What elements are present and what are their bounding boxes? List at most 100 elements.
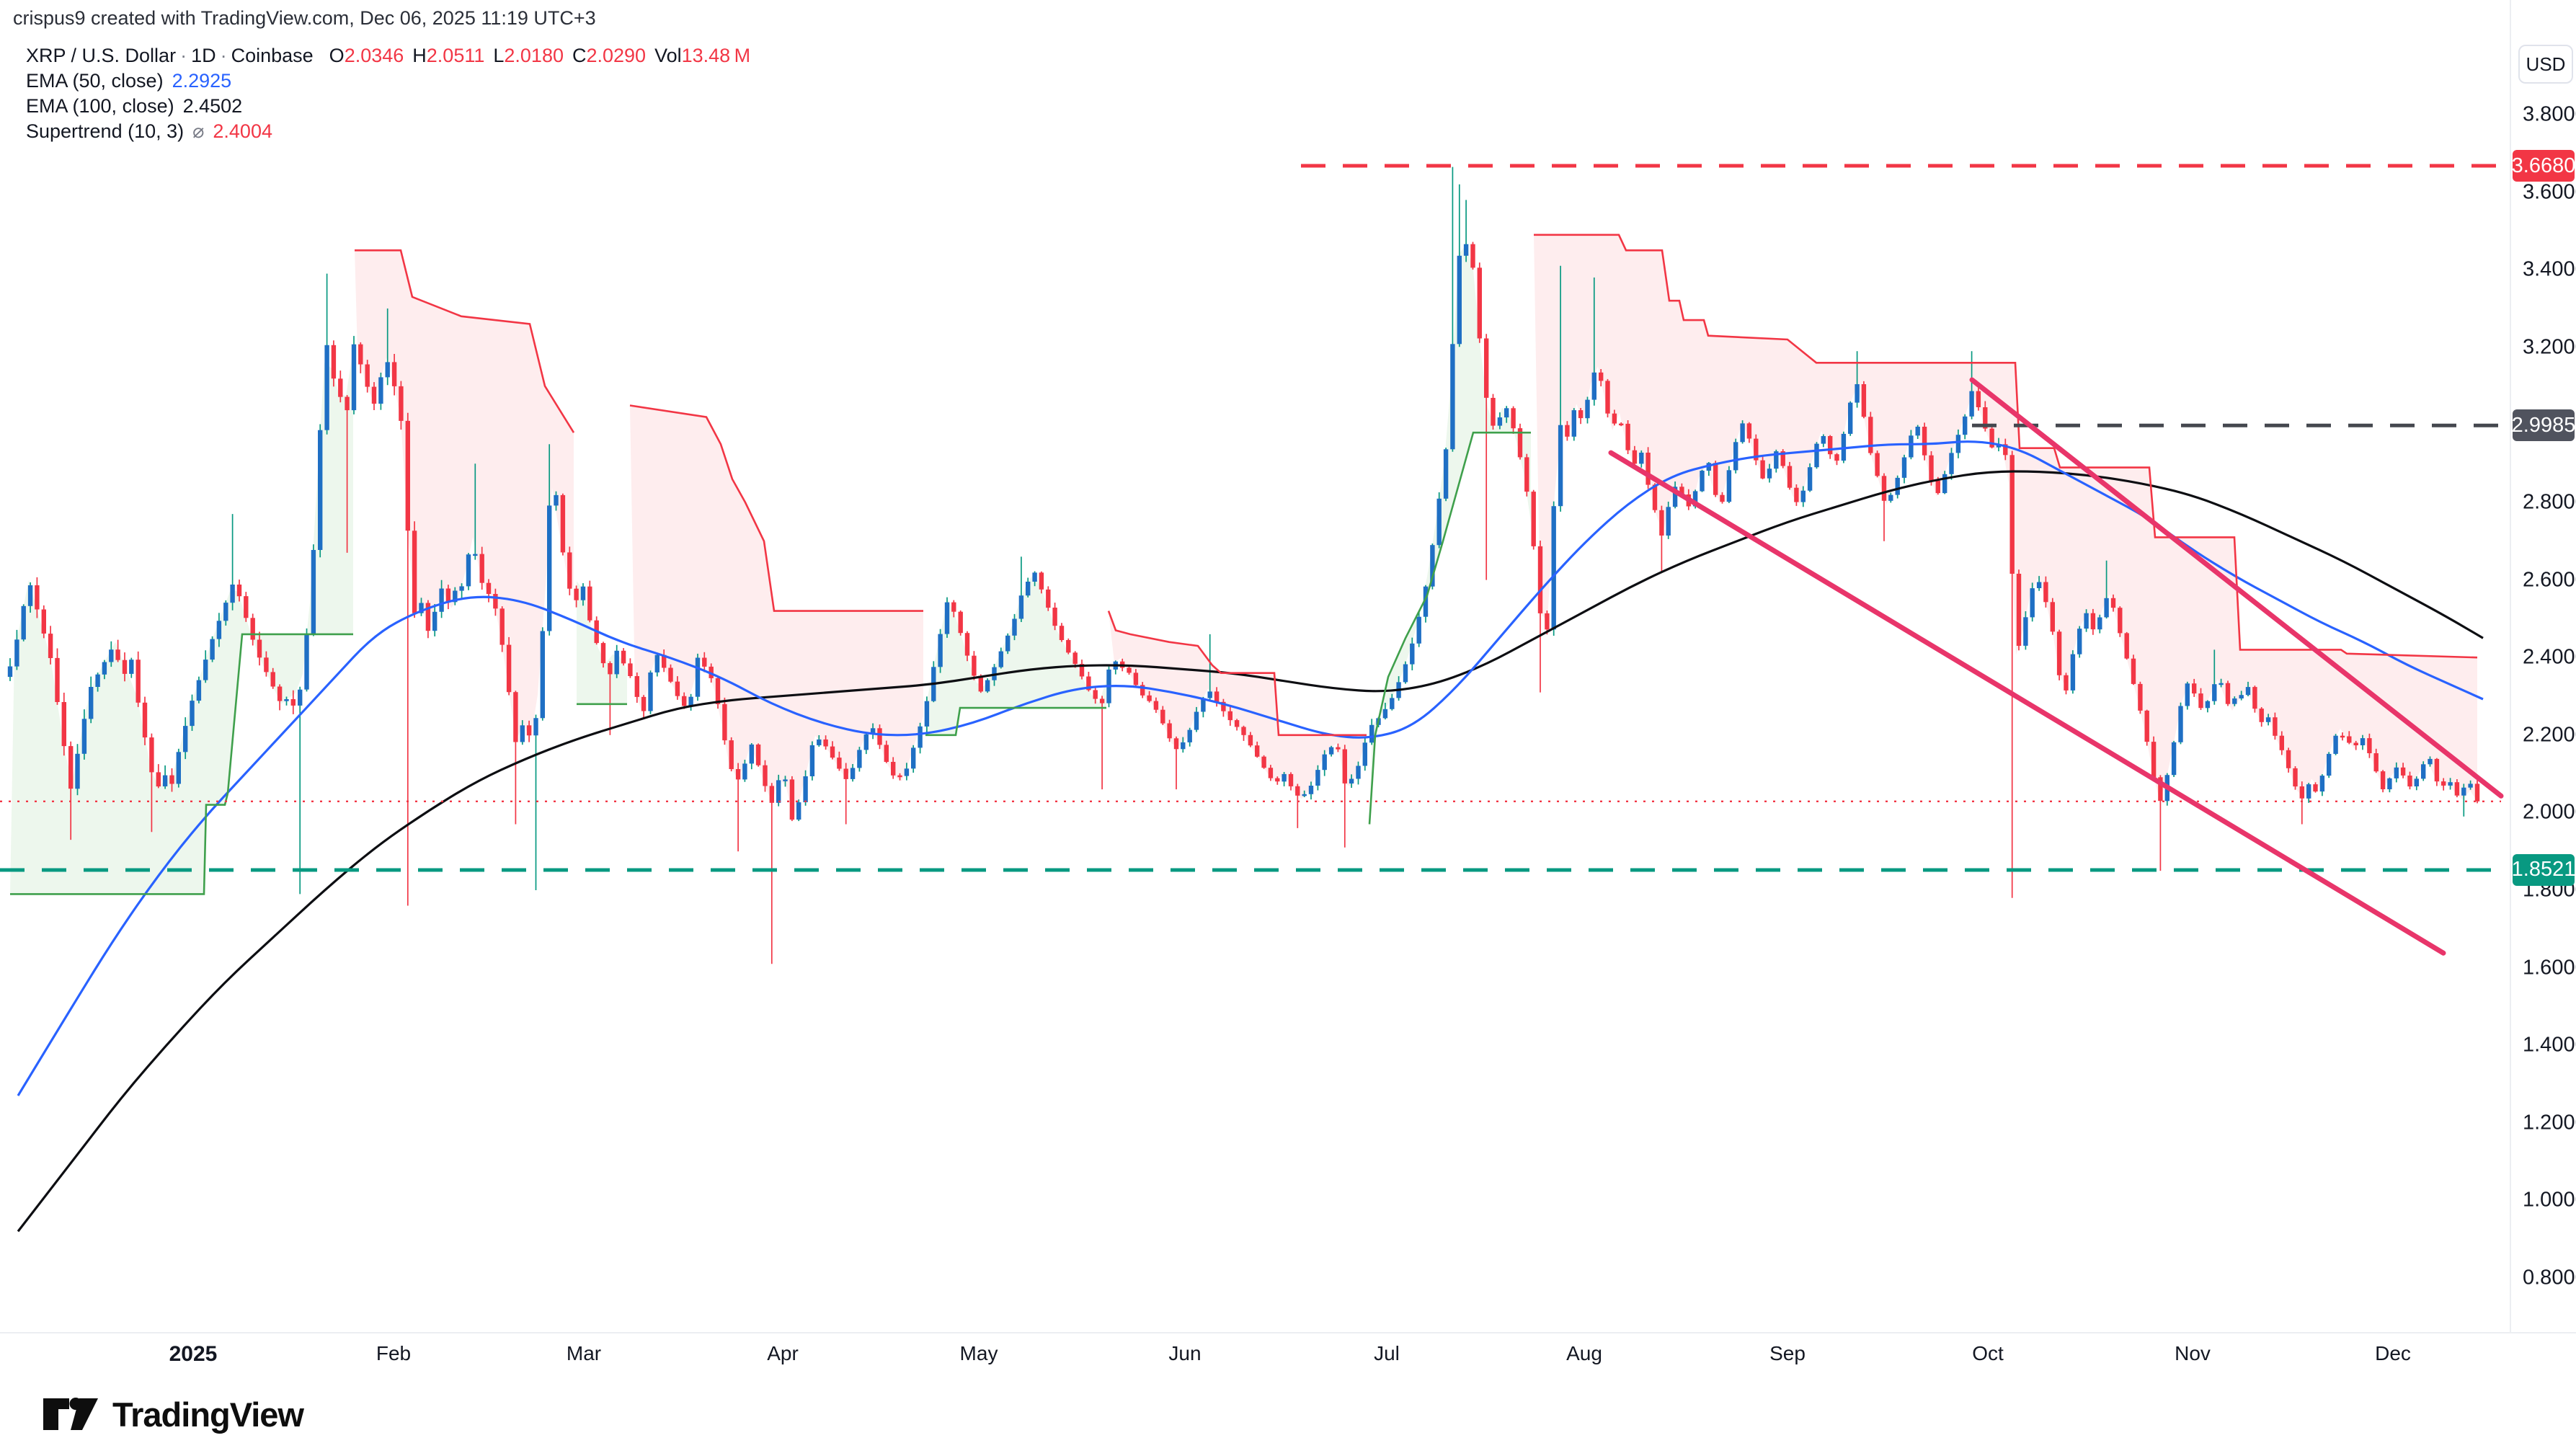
candle-body — [2036, 582, 2042, 588]
candle-body — [1039, 572, 1044, 590]
supertrend-line-up — [925, 706, 1106, 737]
candle-body — [911, 747, 916, 769]
trendline-downtrend-steep[interactable] — [1969, 377, 2504, 799]
candle-body — [311, 550, 316, 635]
candle-body — [149, 737, 154, 773]
candle-body — [1234, 720, 1240, 727]
candle-body — [944, 602, 950, 634]
candle-body — [2286, 750, 2291, 768]
timeframe[interactable]: 1D — [191, 45, 216, 66]
candle-body — [662, 654, 667, 668]
candle-body — [2428, 758, 2433, 765]
candle-body — [769, 786, 774, 803]
candle-body — [1537, 546, 1543, 613]
supertrend-legend[interactable]: Supertrend (10, 3) ⌀ 2.4004 — [26, 120, 272, 142]
supertrend-value: 2.4004 — [213, 120, 272, 142]
candle-body — [574, 588, 579, 600]
candle-body — [904, 768, 910, 776]
supertrend-band-up — [925, 573, 1106, 735]
candle-body — [796, 802, 801, 820]
candle-body — [55, 657, 60, 702]
candle-body — [1996, 444, 2002, 448]
currency-unit-button[interactable]: USD — [2518, 45, 2573, 84]
ema100-legend[interactable]: EMA (100, close) 2.4502 — [26, 95, 243, 117]
y-tick-label: 1.2000 — [2523, 1111, 2576, 1135]
y-tick-label: 3.2000 — [2523, 335, 2576, 359]
ema50-value: 2.2925 — [172, 70, 232, 92]
candle-body — [2118, 608, 2123, 634]
candle-body — [1012, 618, 1017, 636]
y-tick-label: 2.2000 — [2523, 723, 2576, 747]
symbol-name: XRP / U.S. Dollar — [26, 45, 177, 66]
symbol-row[interactable]: XRP / U.S. Dollar · 1D · Coinbase O2.0346 H2.0… — [26, 45, 751, 66]
candle-body — [1942, 474, 1947, 494]
candle-body — [1901, 457, 1907, 478]
candle-body — [1585, 399, 1590, 419]
candle-body — [1740, 423, 1745, 443]
candle-body — [1760, 460, 1765, 479]
candle-body — [1834, 454, 1839, 461]
candle-body — [1632, 450, 1638, 464]
candle-body — [1545, 613, 1550, 630]
candle-body — [284, 699, 289, 701]
candle-body — [2110, 598, 2116, 608]
candle-body — [1227, 711, 1233, 721]
candle-body — [1645, 453, 1651, 485]
candle-body — [547, 505, 552, 631]
candle-body — [1814, 443, 1819, 468]
candle-body — [378, 377, 383, 404]
ema50-legend[interactable]: EMA (50, close) 2.2925 — [26, 70, 232, 92]
candle-body — [843, 768, 848, 779]
y-tick-label: 2.6000 — [2523, 568, 2576, 592]
candle-body — [479, 554, 484, 583]
candle-body — [2198, 693, 2203, 709]
candle-body — [1754, 438, 1759, 461]
trendline-downtrend-long[interactable] — [1608, 450, 2446, 956]
candle-body — [190, 701, 195, 727]
candle-body — [513, 692, 518, 742]
candle-body — [250, 618, 255, 640]
y-tick-label: 3.4000 — [2523, 257, 2576, 281]
candle-body — [2299, 786, 2304, 799]
candle-body — [695, 657, 701, 697]
candle-body — [1517, 428, 1523, 458]
candle-body — [1504, 408, 1509, 418]
candle-body — [1295, 786, 1300, 796]
supertrend-line-down — [355, 249, 575, 433]
candle-body — [1666, 507, 1671, 536]
candle-body — [61, 702, 66, 747]
candle-body — [675, 681, 680, 696]
candle-body — [1026, 582, 1031, 596]
candle-body — [2373, 753, 2379, 772]
candle-body — [169, 775, 174, 784]
candle-body — [1099, 698, 1105, 703]
candle-body — [918, 726, 923, 748]
y-tick-label: 1.6000 — [2523, 956, 2576, 980]
candle-body — [641, 696, 647, 711]
month-label-oct: Oct — [1972, 1342, 2004, 1364]
candle-body — [985, 680, 990, 692]
candle-body — [755, 744, 761, 765]
candle-body — [1625, 423, 1630, 450]
candle-body — [1821, 436, 1826, 444]
candle-body — [210, 639, 215, 660]
y-tick-label: 3.6000 — [2523, 180, 2576, 204]
candle-body — [2387, 778, 2392, 789]
candle-body — [2151, 742, 2157, 778]
candle-body — [1005, 635, 1011, 652]
candle-body — [2225, 683, 2231, 704]
tradingview-logo[interactable]: TradingView — [42, 1393, 304, 1436]
candle-body — [2124, 633, 2129, 659]
candle-body — [924, 701, 930, 727]
supertrend-band-down — [355, 250, 574, 742]
candle-body — [183, 726, 188, 753]
candle-body — [1066, 640, 1071, 653]
candle-body — [1612, 413, 1617, 424]
candle-body — [1855, 384, 1860, 403]
candle-body — [1780, 451, 1785, 466]
candle-body — [1072, 652, 1078, 665]
candle-body — [318, 430, 323, 550]
candle-body — [41, 609, 46, 634]
candle-body — [789, 779, 795, 820]
